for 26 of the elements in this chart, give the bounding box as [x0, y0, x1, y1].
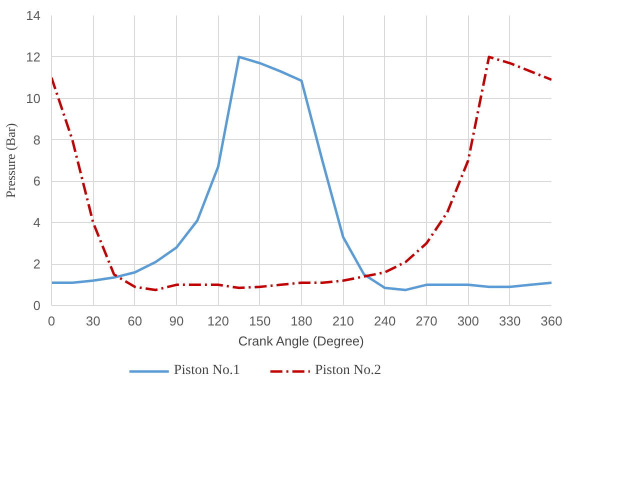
- line-series: [52, 56, 552, 292]
- legend-label: Piston No.1: [174, 363, 240, 379]
- y-tick-label: 8: [33, 132, 41, 148]
- x-tick-label: 270: [416, 314, 438, 328]
- x-tick-label: 240: [374, 314, 396, 328]
- y-tick-label: 6: [33, 174, 41, 189]
- x-tick-label: 180: [290, 314, 312, 328]
- x-tick-label: 60: [128, 314, 142, 328]
- x-tick-label: 0: [48, 314, 56, 328]
- x-tick-label: 360: [540, 314, 562, 328]
- y-tick-label: 10: [26, 90, 41, 106]
- y-tick-label: 2: [33, 256, 41, 272]
- x-tick-label: 150: [248, 314, 271, 328]
- x-axis-title: Crank Angle (Degree): [238, 334, 364, 348]
- x-tick-label: 120: [207, 314, 230, 328]
- y-tick-label: 0: [33, 298, 41, 313]
- x-tick-label: 90: [169, 314, 184, 328]
- y-axis-title: Pressure (Bar): [3, 123, 18, 198]
- x-tick-label: 30: [86, 314, 100, 328]
- y-tick-label: 4: [33, 215, 41, 230]
- y-tick-label: 14: [26, 8, 41, 23]
- x-tick-label: 300: [457, 314, 480, 328]
- y-tick-label: 12: [26, 49, 41, 64]
- x-tick-label: 330: [498, 314, 521, 328]
- x-tick-label: 210: [332, 314, 354, 328]
- legend-label: Piston No.2: [314, 363, 382, 379]
